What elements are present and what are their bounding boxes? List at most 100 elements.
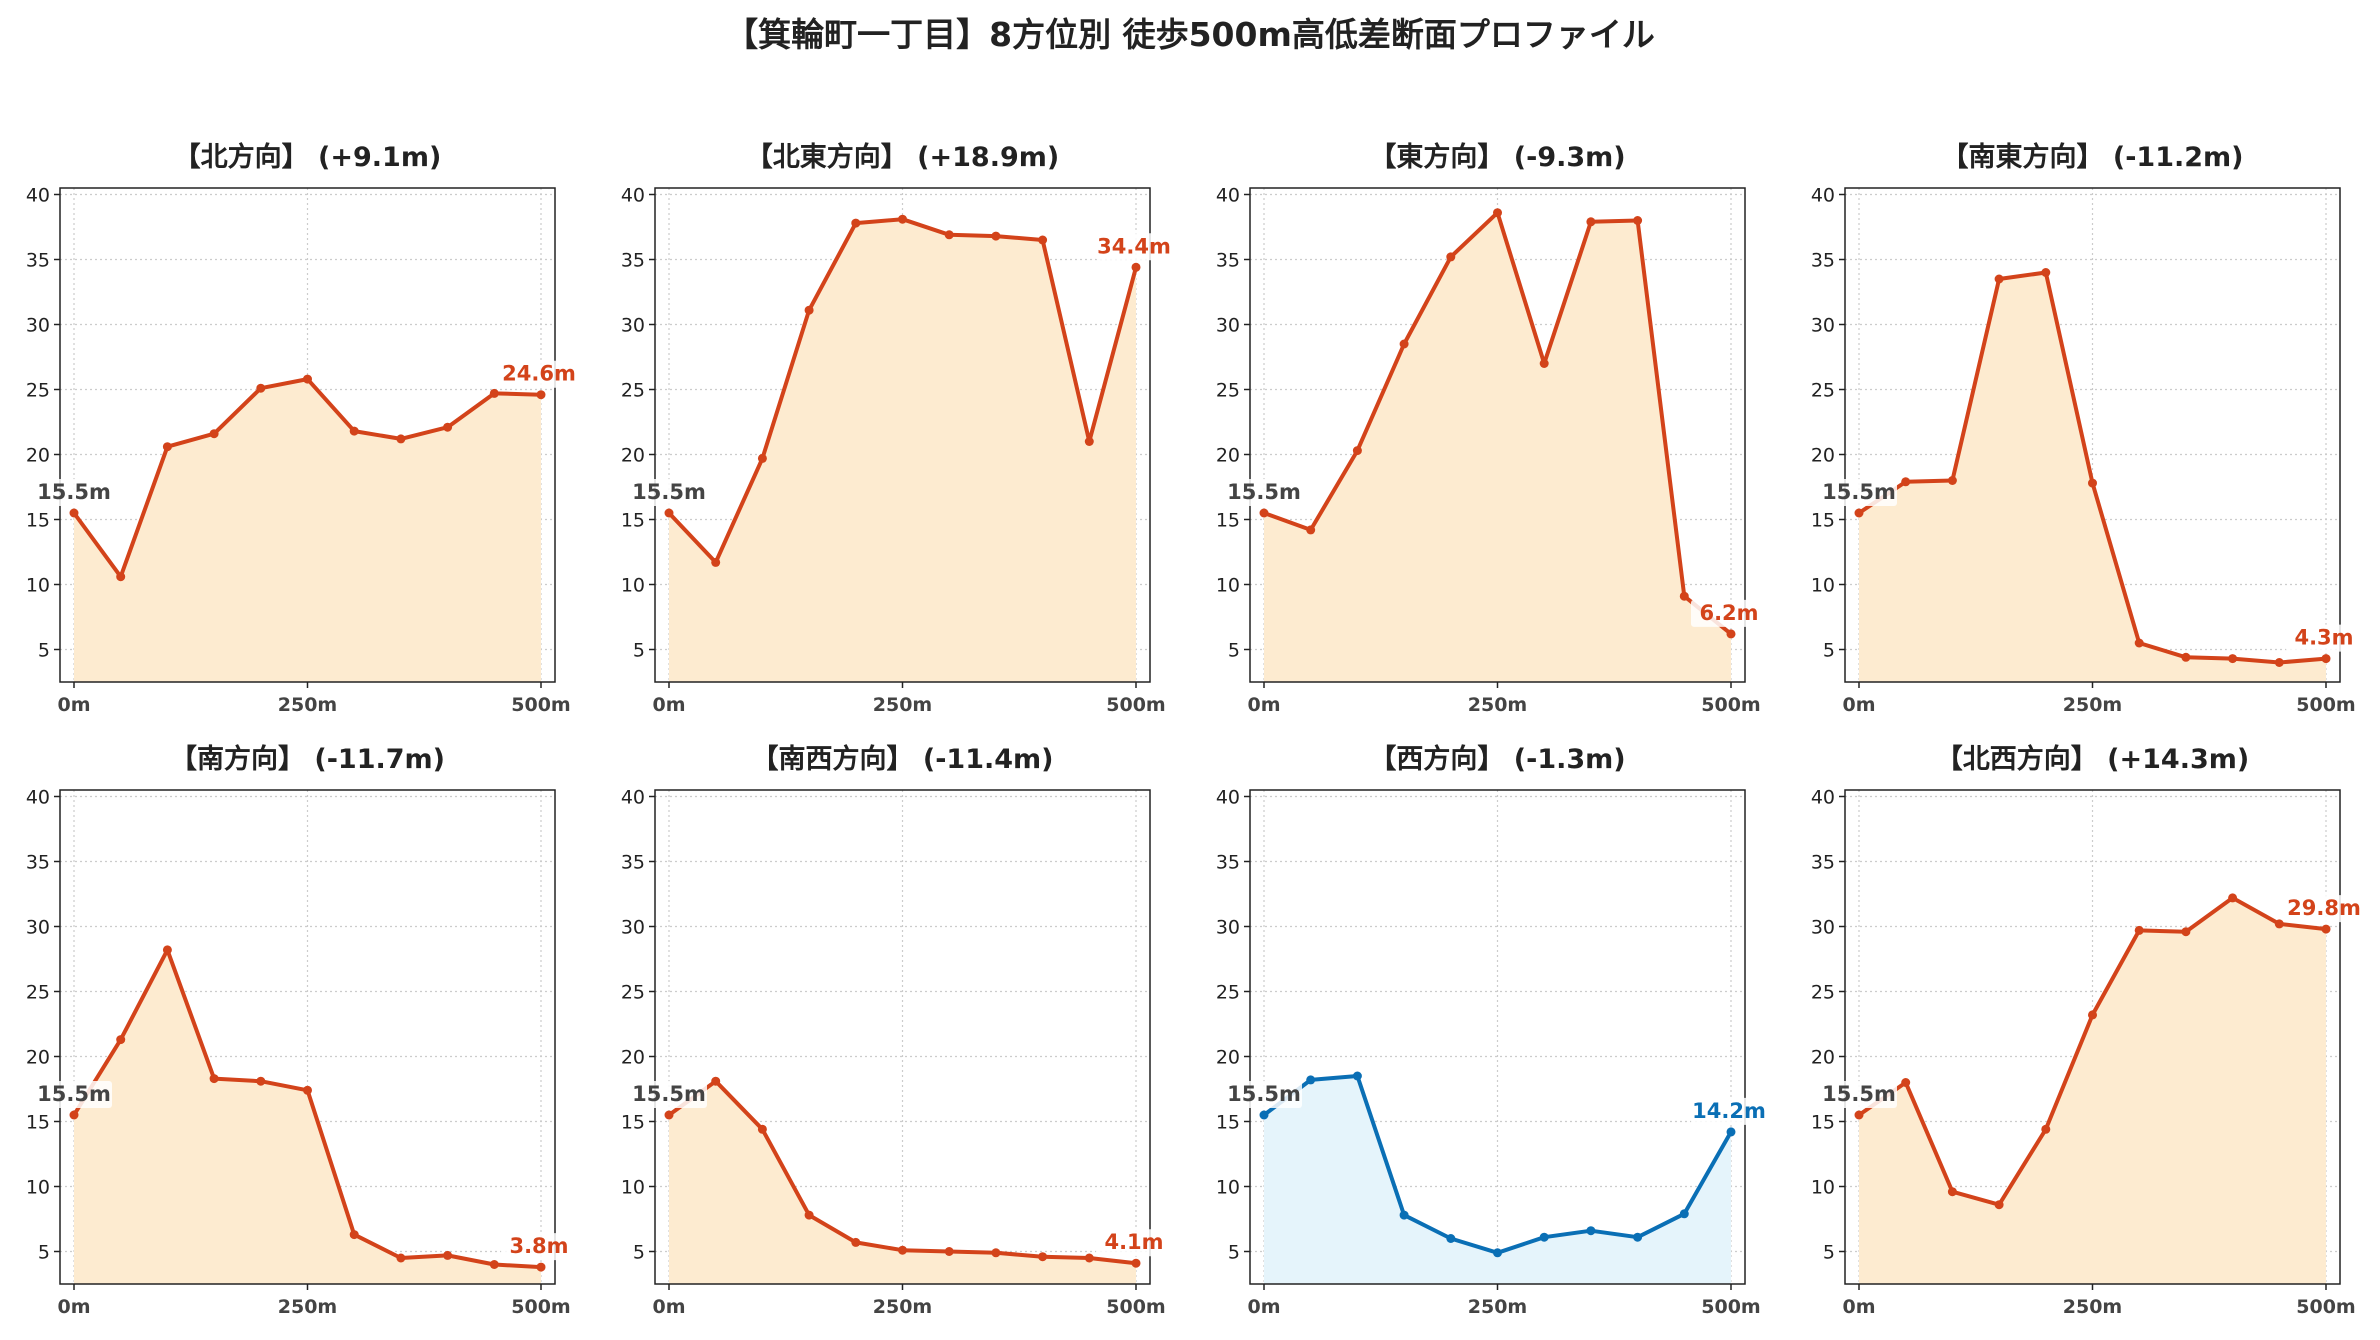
data-point: [1633, 216, 1643, 225]
y-tick-label: 35: [1811, 852, 1835, 874]
panel-4: 【南方向】 (-11.7m) 5 10 15 20 25 30 35 40 0m 250m 500m 1…: [26, 743, 577, 1318]
y-tick-label: 25: [1811, 380, 1835, 402]
data-point: [1399, 1210, 1409, 1220]
x-tick-label: 0m: [652, 1296, 685, 1318]
data-point: [303, 1085, 312, 1095]
start-value-label: 15.5m: [632, 480, 706, 504]
start-label-bg: [36, 1081, 112, 1108]
data-point: [536, 390, 546, 400]
start-value-label: 15.5m: [1822, 480, 1896, 504]
data-point: [536, 1262, 546, 1272]
data-point: [1994, 274, 2004, 284]
data-point: [256, 383, 266, 393]
x-tick-label: 500m: [511, 694, 570, 716]
data-point: [396, 434, 406, 444]
data-point: [2274, 658, 2284, 667]
x-tick-label: 500m: [2296, 694, 2355, 716]
start-label-bg: [1821, 1081, 1897, 1108]
y-tick-label: 5: [1228, 640, 1240, 662]
y-tick-label: 40: [1811, 787, 1835, 809]
data-point: [898, 214, 907, 224]
panel-title: 【南西方向】 (-11.4m): [751, 743, 1053, 775]
end-label-bg: [2286, 624, 2362, 652]
x-tick-label: 500m: [1701, 694, 1760, 716]
data-point: [804, 1210, 814, 1220]
y-tick-label: 30: [1811, 917, 1835, 939]
y-tick-label: 40: [26, 185, 50, 207]
data-point: [349, 1230, 359, 1240]
y-tick-label: 10: [1811, 575, 1835, 597]
data-point: [1854, 508, 1864, 518]
data-point: [1901, 1078, 1911, 1087]
data-point: [851, 218, 861, 228]
data-point: [489, 1260, 499, 1269]
y-tick-label: 5: [633, 640, 645, 662]
data-point: [1539, 1232, 1549, 1242]
data-point: [2041, 268, 2051, 277]
area-fill: [74, 379, 541, 682]
data-point: [991, 231, 1001, 241]
data-point: [116, 1035, 126, 1045]
data-point: [1399, 339, 1409, 349]
y-tick-label: 35: [26, 852, 50, 874]
data-point: [757, 453, 767, 463]
data-point: [1259, 1110, 1269, 1120]
y-tick-label: 30: [26, 917, 50, 939]
y-tick-label: 10: [1811, 1177, 1835, 1199]
y-tick-label: 35: [621, 852, 645, 874]
panel-2: 【東方向】 (-9.3m) 5 10 15 20 25 30 35 40 0m 250m 500m 15…: [1216, 141, 1767, 716]
x-tick-label: 250m: [873, 694, 932, 716]
y-tick-label: 15: [1811, 1112, 1835, 1134]
data-point: [1726, 1127, 1736, 1137]
y-tick-label: 35: [1216, 250, 1240, 272]
y-tick-label: 20: [26, 1047, 50, 1069]
data-point: [2228, 893, 2238, 903]
start-label-bg: [1226, 479, 1302, 506]
data-point: [711, 557, 721, 567]
y-tick-label: 5: [1823, 640, 1835, 662]
data-point: [1131, 262, 1141, 272]
panel-3: 【南東方向】 (-11.2m) 5 10 15 20 25 30 35 40 0m 250m 500m…: [1811, 141, 2362, 716]
data-point: [349, 426, 359, 436]
area-fill: [669, 219, 1136, 682]
data-point: [209, 1074, 219, 1084]
data-point: [2088, 478, 2097, 488]
data-point: [2321, 654, 2331, 664]
area-fill: [1859, 272, 2326, 682]
y-tick-label: 5: [1823, 1242, 1835, 1264]
y-tick-label: 40: [1216, 787, 1240, 809]
data-point: [664, 508, 674, 518]
data-point: [69, 508, 79, 518]
end-label-bg: [501, 360, 577, 388]
y-tick-label: 35: [621, 250, 645, 272]
y-tick-label: 40: [1216, 185, 1240, 207]
main-title: 【箕輪町一丁目】8方位別 徒歩500m高低差断面プロファイル: [725, 15, 1655, 54]
x-tick-label: 0m: [1247, 694, 1280, 716]
data-point: [1131, 1258, 1141, 1268]
x-tick-label: 250m: [1468, 1296, 1527, 1318]
data-point: [162, 442, 172, 452]
y-tick-label: 30: [1216, 315, 1240, 337]
y-tick-label: 15: [621, 510, 645, 532]
y-tick-label: 25: [26, 380, 50, 402]
y-tick-label: 25: [621, 982, 645, 1004]
data-point: [664, 1110, 674, 1120]
y-tick-label: 10: [26, 1177, 50, 1199]
x-tick-label: 0m: [57, 1296, 90, 1318]
y-tick-label: 35: [1216, 852, 1240, 874]
end-value-label: 4.1m: [1104, 1230, 1163, 1254]
data-point: [209, 429, 219, 439]
y-tick-label: 20: [26, 445, 50, 467]
x-tick-label: 250m: [1468, 694, 1527, 716]
y-tick-label: 15: [621, 1112, 645, 1134]
y-tick-label: 20: [1811, 1047, 1835, 1069]
data-point: [1947, 476, 1957, 485]
x-tick-label: 500m: [511, 1296, 570, 1318]
data-point: [944, 1247, 954, 1256]
y-tick-label: 25: [1216, 982, 1240, 1004]
x-tick-label: 500m: [1106, 1296, 1165, 1318]
y-tick-label: 25: [26, 982, 50, 1004]
y-tick-label: 10: [621, 575, 645, 597]
data-point: [1084, 437, 1094, 446]
